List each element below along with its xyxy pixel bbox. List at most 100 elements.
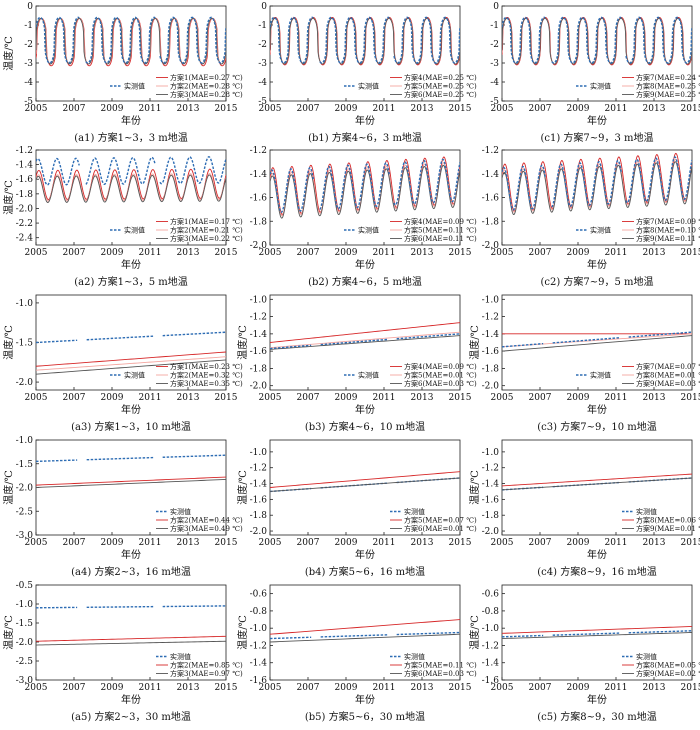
y-tick-label: -2.0 [16, 204, 34, 214]
y-axis-label: 温度/℃ [2, 36, 15, 71]
series-line [270, 471, 460, 488]
x-tick-label: 2011 [605, 683, 628, 693]
series-line [502, 477, 692, 491]
y-tick-label: -0.6 [250, 590, 268, 600]
y-tick-label: -2.5 [16, 657, 34, 667]
legend-label: 实测值 [170, 507, 191, 516]
series-line [270, 158, 460, 214]
legend-label: 方案8(MAE=0.06 ℃) [636, 516, 700, 525]
y-tick-label: -2.4 [16, 234, 34, 244]
y-tick-label: -1 [24, 21, 33, 31]
series-line [36, 454, 226, 463]
legend-label: 方案9(MAE=0.11 ℃) [636, 234, 700, 243]
y-axis-label: 温度/℃ [2, 325, 15, 360]
x-tick-label: 2015 [449, 104, 472, 114]
y-tick-label: -3.0 [16, 676, 34, 686]
panel-caption: (c3) 方案7~9，10 m地温 [537, 420, 656, 433]
legend-label: 方案2(MAE=0.85 ℃) [170, 661, 243, 670]
y-tick-label: -5 [490, 97, 499, 107]
panel-caption: (b3) 方案4~6，10 m地温 [305, 420, 425, 433]
y-tick-label: -3 [490, 59, 499, 69]
y-tick-label: -1.6 [250, 495, 268, 505]
series-line [270, 633, 460, 643]
legend-label: 实测值 [636, 507, 657, 516]
y-tick-label: -1.6 [250, 676, 268, 686]
y-tick-label: -1.2 [250, 313, 267, 323]
x-tick-label: 2009 [567, 393, 590, 403]
legend-label: 实测值 [358, 371, 379, 380]
series-line [270, 16, 460, 64]
series-line [502, 473, 692, 487]
x-tick-label: 2005 [259, 538, 282, 548]
x-tick-label: 2011 [605, 393, 628, 403]
x-tick-label: 2015 [681, 538, 700, 548]
y-axis-label: 温度/℃ [468, 615, 481, 650]
legend-label: 方案3(MAE=0.22 ℃) [170, 234, 243, 243]
panel-a1: 2005 2007 2009 2011 2013 2015 -5 -4 -3 -2 -1 0 年份 温度/… [2, 2, 243, 144]
x-tick-label: 2007 [63, 248, 86, 258]
x-tick-label: 2009 [101, 683, 124, 693]
x-tick-label: 2007 [63, 538, 86, 548]
series-line [502, 626, 692, 634]
y-axis-label: 温度/℃ [2, 470, 15, 505]
x-tick-label: 2015 [449, 683, 472, 693]
plot-frame [501, 439, 693, 536]
x-tick-label: 2011 [605, 248, 628, 258]
x-tick-label: 2015 [449, 393, 472, 403]
x-tick-label: 2015 [215, 538, 238, 548]
y-tick-label: -1.6 [482, 194, 500, 204]
panel-caption: (b2) 方案4~6，5 m地温 [308, 275, 422, 288]
y-tick-label: -1.2 [250, 146, 267, 156]
series-line [36, 156, 226, 186]
legend-label: 方案1(MAE=0.23 ℃) [170, 362, 243, 371]
x-tick-label: 2011 [373, 393, 396, 403]
y-tick-label: -2 [24, 40, 33, 50]
y-tick-label: -0.8 [482, 607, 500, 617]
legend-label: 方案8(MAE=0.05 ℃) [636, 661, 700, 670]
y-tick-label: -1.0 [16, 436, 34, 446]
x-tick-label: 2015 [215, 104, 238, 114]
y-tick-label: -0.8 [250, 607, 268, 617]
y-tick-label: -2.0 [16, 484, 34, 494]
y-tick-label: -1.2 [482, 464, 499, 474]
legend-label: 方案5(MAE=0.11 ℃) [404, 226, 477, 235]
legend-label: 方案3(MAE=0.35 ℃) [170, 379, 243, 388]
x-tick-label: 2015 [449, 538, 472, 548]
legend-label: 方案5(MAE=0.01 ℃) [404, 371, 477, 380]
x-tick-label: 2005 [491, 393, 514, 403]
x-axis-label: 年份 [121, 258, 141, 271]
y-tick-label: -1.8 [250, 364, 268, 374]
series-line [270, 322, 460, 343]
x-axis-label: 年份 [121, 114, 141, 127]
y-tick-label: -1.8 [16, 190, 34, 200]
x-tick-label: 2011 [373, 683, 396, 693]
y-tick-label: -1.4 [482, 330, 500, 340]
panel-caption: (a4) 方案2~3，16 m地温 [71, 565, 191, 578]
legend-label: 方案5(MAE=0.11 ℃) [404, 661, 477, 670]
y-tick-label: -3.0 [16, 531, 34, 541]
x-tick-label: 2013 [411, 538, 434, 548]
y-axis-label: 温度/℃ [468, 470, 481, 505]
x-tick-label: 2015 [681, 248, 700, 258]
y-tick-label: -1.4 [482, 659, 500, 669]
y-axis-label: 温度/℃ [2, 180, 15, 215]
series-line [36, 16, 226, 64]
y-tick-label: -1.8 [482, 364, 500, 374]
legend-label: 实测值 [404, 507, 425, 516]
x-tick-label: 2013 [411, 683, 434, 693]
legend-label: 方案9(MAE=0.02 ℃) [636, 669, 700, 678]
y-tick-label: -1.6 [250, 194, 268, 204]
legend-label: 方案8(MAE=0.10 ℃) [636, 226, 700, 235]
x-axis-label: 年份 [587, 693, 607, 706]
x-tick-label: 2013 [411, 248, 434, 258]
series-line [502, 333, 692, 348]
x-tick-label: 2007 [529, 248, 552, 258]
y-axis-label: 温度/℃ [2, 615, 15, 650]
x-tick-label: 2011 [605, 538, 628, 548]
legend-label: 实测值 [124, 371, 145, 380]
x-tick-label: 2013 [411, 104, 434, 114]
legend-label: 实测值 [358, 226, 379, 235]
y-tick-label: -1.0 [250, 448, 268, 458]
panel-a2: 2005 2007 2009 2011 2013 2015 -2.4 -2.2 -2.0 -1.8… [2, 146, 243, 288]
panel-caption: (b5) 方案5~6，30 m地温 [305, 710, 425, 723]
